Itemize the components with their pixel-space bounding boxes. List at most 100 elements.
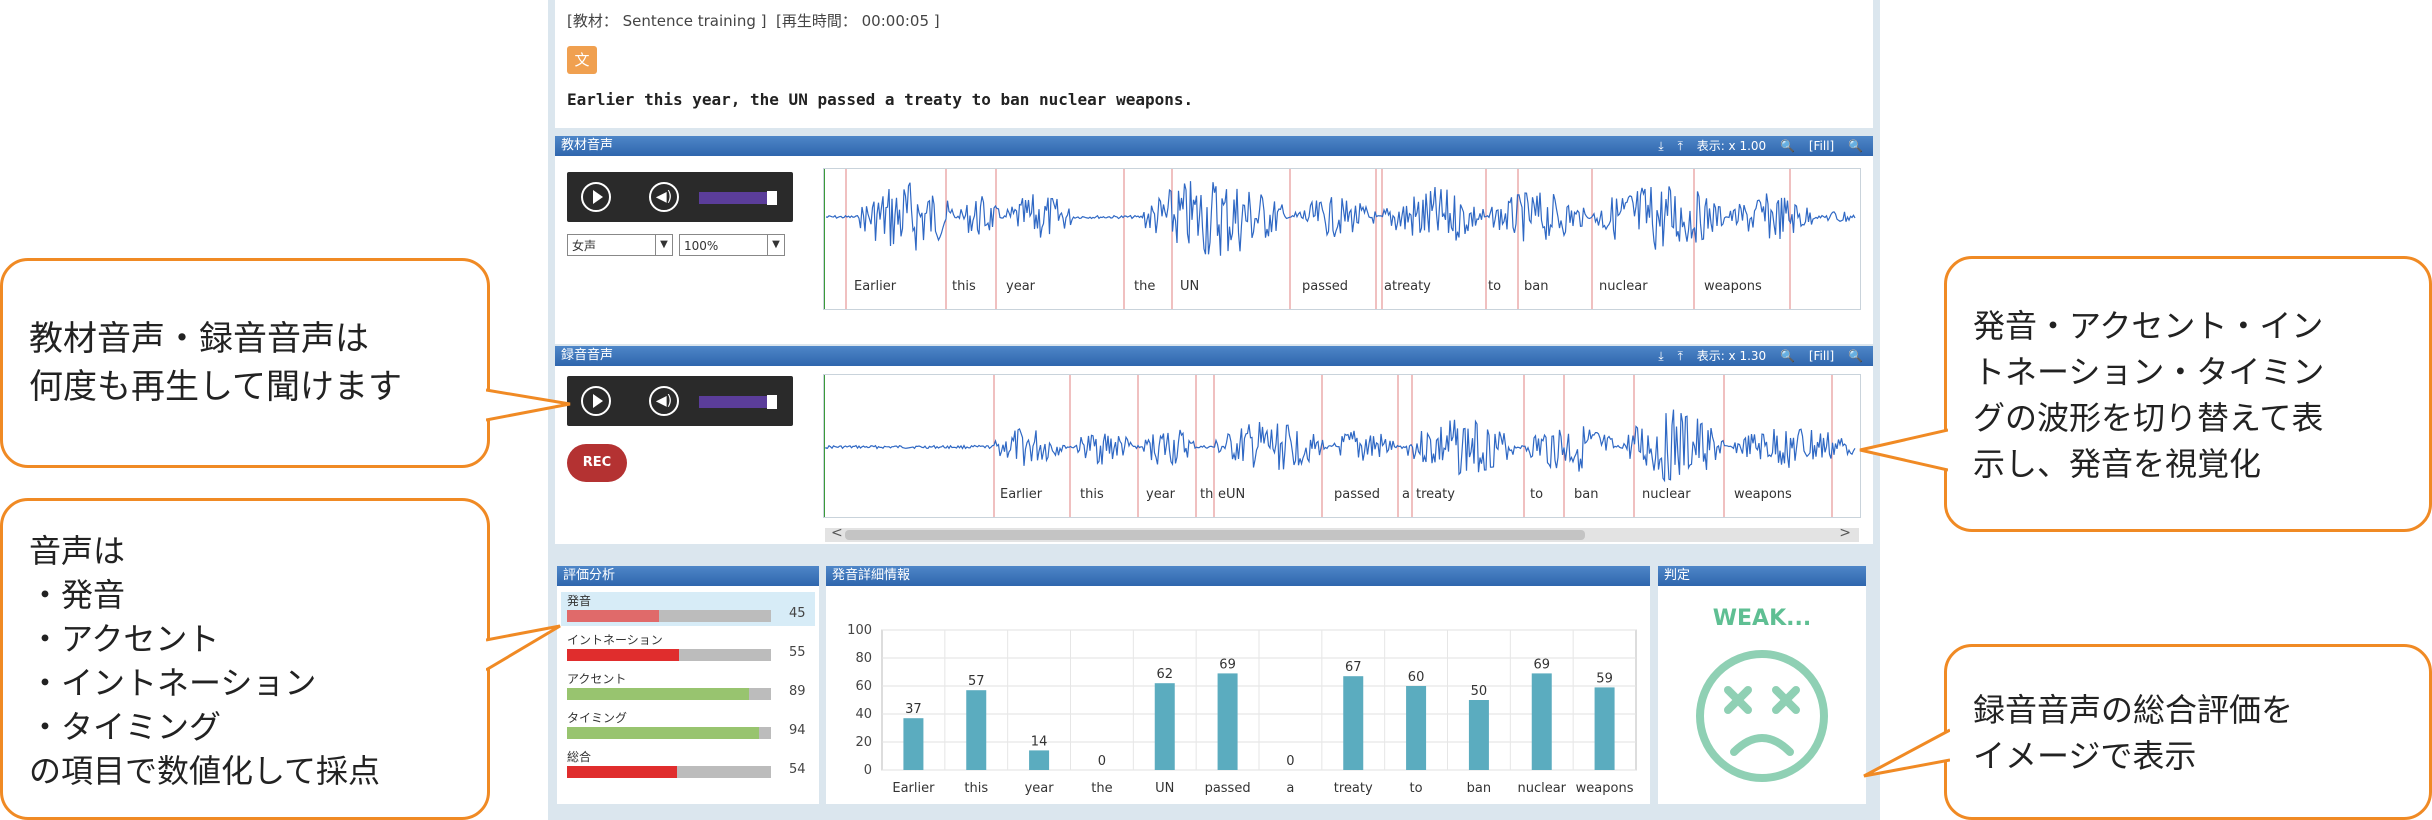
detail-body: 0 20 40 60 80 100 37 Earlier 57 this 14 year 0 the 62 U… (826, 586, 1650, 804)
volume-icon[interactable]: ◀) (649, 182, 679, 212)
zoom-out-icon[interactable]: 🔍 (1780, 139, 1795, 153)
eval-value: 54 (789, 762, 806, 777)
scroll-thumb[interactable] (845, 530, 1585, 540)
material-waveform[interactable]: Earlier this year the UN passed atreaty to ban nu… (823, 168, 1861, 310)
download-icon[interactable]: ⤓ (1658, 139, 1664, 153)
zoom-level: 表示: x 1.30 (1696, 349, 1767, 363)
callout-playback-text: 教材音声・録音音声は 何度も再生して聞けます (29, 319, 402, 407)
material-label: [教材： Sentence training ] (567, 12, 767, 30)
zoom-out-icon[interactable]: 🔍 (1780, 349, 1795, 363)
chart-bar (1406, 686, 1427, 770)
waveform-path (825, 409, 1856, 483)
eval-bar-fill (567, 688, 749, 700)
chart-bar (966, 690, 987, 770)
data-label: 62 (1156, 667, 1173, 682)
waveform-word-label: to (1488, 279, 1502, 294)
eval-bar (567, 649, 771, 661)
waveform-word-label: nuclear (1599, 279, 1648, 294)
eval-bar-fill (567, 727, 759, 739)
material-meta: [教材： Sentence training ] [再生時間： 00:00:05… (567, 10, 940, 31)
callout-scoring-text: 音声は ・発音 ・アクセント ・イントネーション ・タイミング の項目で数値化し… (29, 532, 381, 790)
y-tick-label: 20 (855, 735, 872, 750)
sad-face-icon (1696, 650, 1828, 782)
scroll-right-button[interactable]: > (1839, 525, 1851, 541)
sentence-mode-badge[interactable]: 文 (567, 46, 597, 74)
waveform-word-label: UN (1180, 279, 1200, 294)
play-icon[interactable] (581, 386, 611, 416)
x-tick-label: a (1286, 781, 1294, 796)
callout-pointer (1863, 728, 1950, 778)
waveform-word-label: Earlier (1000, 487, 1043, 502)
material-audio-header: 教材音声 ⤓ ⤒ 表示: x 1.00 🔍 [Fill] 🔍 (555, 136, 1873, 156)
waveform-word-label: year (1146, 487, 1176, 502)
recorded-waveform[interactable]: Earlier this year th eUN passed a treaty to ban nu… (823, 374, 1861, 518)
waveform-word-label: to (1530, 487, 1544, 502)
target-sentence: Earlier this year, the UN passed a treat… (567, 90, 1194, 109)
volume-knob[interactable] (767, 191, 777, 205)
eval-value: 45 (789, 606, 806, 621)
material-audio-body: ◀) 女声 ▼ 100% ▼ Earlier this year the UN passed a… (555, 156, 1873, 344)
volume-knob[interactable] (767, 395, 777, 409)
upload-icon[interactable]: ⤒ (1677, 349, 1683, 363)
voice-select[interactable]: 女声 ▼ (567, 234, 673, 256)
waveform-word-label: passed (1334, 487, 1381, 502)
y-tick-label: 80 (855, 651, 872, 666)
data-label: 69 (1219, 657, 1236, 672)
x-tick-label: Earlier (892, 781, 935, 796)
play-icon[interactable] (581, 182, 611, 212)
chart-bar (1029, 750, 1050, 770)
x-tick-label: to (1410, 781, 1423, 796)
volume-slider[interactable] (699, 191, 777, 205)
zoom-in-icon[interactable]: 🔍 (1848, 139, 1863, 153)
y-tick-label: 40 (855, 707, 872, 722)
fill-button[interactable]: [Fill] (1808, 139, 1835, 153)
waveform-word-label: weapons (1704, 279, 1762, 294)
chart-bar (1531, 673, 1552, 770)
callout-overall-text: 録音音声の総合評価を イメージで表示 (1973, 691, 2294, 775)
recorded-audio-body: ◀) REC Earlier this year th eUN passed a treaty… (555, 366, 1873, 544)
eval-label: タイミング (567, 711, 628, 725)
volume-slider[interactable] (699, 395, 777, 409)
callout-pointer (1859, 428, 1948, 472)
chart-bar (1343, 676, 1364, 770)
eval-bar (567, 727, 771, 739)
voice-select-value: 女声 (572, 239, 597, 253)
chart-bar (903, 718, 924, 770)
volume-icon[interactable]: ◀) (649, 386, 679, 416)
pronunciation-bar-chart: 0 20 40 60 80 100 37 Earlier 57 this 14 year 0 the 62 U… (847, 623, 1637, 796)
x-tick-label: year (1025, 781, 1055, 796)
data-label: 50 (1471, 684, 1488, 699)
x-tick-label: treaty (1334, 781, 1373, 796)
speed-select[interactable]: 100% ▼ (679, 234, 785, 256)
data-label: 60 (1408, 670, 1425, 685)
fill-button[interactable]: [Fill] (1808, 349, 1835, 363)
recorded-audio-tools: ⤓ ⤒ 表示: x 1.30 🔍 [Fill] 🔍 (1648, 346, 1863, 366)
x-tick-label: passed (1205, 781, 1251, 796)
x-tick-label: UN (1155, 781, 1174, 796)
eval-bar-fill (567, 649, 680, 661)
waveform-word-label: the (1134, 279, 1156, 294)
waveform-word-label: nuclear (1642, 487, 1691, 502)
rec-button[interactable]: REC (567, 444, 627, 482)
x-tick-label: this (964, 781, 988, 796)
eval-label: アクセント (567, 672, 627, 686)
recorded-audio-header: 録音音声 ⤓ ⤒ 表示: x 1.30 🔍 [Fill] 🔍 (555, 346, 1873, 366)
detail-header: 発音詳細情報 (826, 566, 1650, 586)
scroll-left-button[interactable]: < (831, 525, 843, 541)
upload-icon[interactable]: ⤒ (1677, 139, 1683, 153)
zoom-in-icon[interactable]: 🔍 (1848, 349, 1863, 363)
waveform-word-label: weapons (1734, 487, 1792, 502)
chart-bar (1154, 683, 1175, 770)
eval-bar (567, 688, 771, 700)
waveform-word-label: a (1402, 487, 1410, 502)
download-icon[interactable]: ⤓ (1658, 349, 1664, 363)
material-player: ◀) (567, 172, 793, 222)
data-label: 59 (1596, 671, 1613, 686)
horizontal-scrollbar[interactable]: < > (825, 525, 1859, 542)
waveform-word-label: passed (1302, 279, 1349, 294)
waveform-word-label: atreaty (1384, 279, 1431, 294)
chart-bar (1468, 700, 1489, 770)
eval-label: イントネーション (567, 633, 663, 647)
waveform-word-label: ban (1524, 279, 1549, 294)
x-tick-label: nuclear (1517, 781, 1566, 796)
